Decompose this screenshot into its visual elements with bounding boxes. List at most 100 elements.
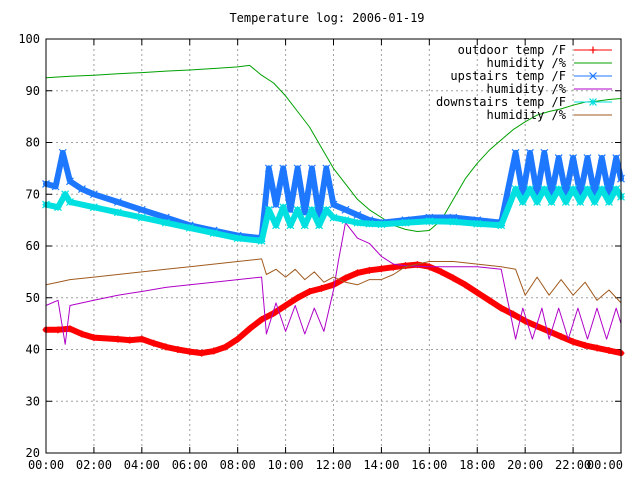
series-4-point-14: [279, 203, 288, 212]
series-line-5: [45, 258, 622, 304]
series-2-point-14: [272, 200, 280, 209]
series-2-point-23: [341, 205, 350, 214]
series-0-point-22: [318, 284, 326, 292]
series-0-point-15: [234, 335, 242, 343]
series-4-point-35: [540, 185, 549, 193]
series-2-point-6: [113, 198, 122, 206]
series-4-point-29: [473, 219, 482, 228]
series-2-point-36: [540, 148, 549, 157]
series-4-point-15: [286, 221, 295, 230]
series-0-point-35: [473, 289, 481, 297]
series-0-point-12: [198, 349, 206, 357]
series-0-point-9: [162, 343, 170, 351]
series-4-point-2: [61, 190, 70, 199]
series-2-point-3: [66, 177, 74, 186]
series-4-point-40: [576, 198, 585, 206]
series-2-point-40: [569, 154, 578, 162]
y-tick-label-7: 90: [26, 84, 40, 98]
y-tick-label-8: 100: [18, 32, 40, 46]
series-4-point-39: [569, 185, 578, 193]
series-0-point-33: [449, 274, 457, 282]
y-tick-label-2: 40: [26, 343, 40, 357]
legend-label-5: humidity /%: [487, 108, 567, 122]
series-4-point-31: [511, 185, 520, 193]
series-2-point-22: [329, 200, 338, 209]
series-line-3: [45, 222, 622, 345]
series-0-point-32: [437, 268, 445, 276]
legend-label-0: outdoor temp /F: [458, 43, 566, 57]
series-2-point-1: [51, 182, 60, 191]
series-2-point-38: [554, 154, 563, 162]
series-4-point-26: [401, 218, 410, 227]
series-4-point-10: [233, 234, 242, 243]
series-0-point-13: [210, 347, 218, 355]
series-4-point-22: [341, 216, 350, 225]
y-tick-label-5: 70: [26, 187, 40, 201]
series-4-point-20: [322, 205, 331, 214]
series-2-point-17: [293, 164, 302, 173]
series-2-point-13: [264, 164, 273, 173]
legend-label-1: humidity /%: [487, 56, 567, 70]
y-tick-label-1: 30: [26, 394, 40, 408]
series-4-point-30: [497, 221, 506, 230]
series-0-point-2: [66, 325, 74, 333]
series-0-point-28: [389, 263, 397, 271]
series-0-point-16: [246, 325, 254, 333]
series-2-point-32: [511, 148, 520, 157]
series-0-point-4: [90, 334, 98, 342]
x-tick-label-4: 08:00: [220, 458, 256, 472]
series-4-point-11: [257, 236, 266, 245]
series-0-point-39: [521, 317, 529, 325]
series-0-point-7: [138, 335, 146, 343]
series-0-point-3: [78, 330, 86, 338]
legend-label-3: humidity /%: [487, 82, 567, 96]
series-0-point-20: [294, 294, 302, 302]
series-1: [45, 64, 622, 232]
series-line-2: [43, 149, 624, 242]
series-2-point-15: [279, 164, 288, 173]
series-0-point-36: [485, 296, 493, 304]
series-0-point-19: [282, 302, 290, 310]
series-4-point-38: [561, 198, 570, 206]
y-tick-label-0: 20: [26, 446, 40, 460]
grid: [46, 39, 621, 453]
series-2-point-46: [612, 154, 621, 162]
x-tick-label-3: 06:00: [172, 458, 208, 472]
series-4-point-8: [185, 223, 194, 232]
series-4-point-19: [315, 221, 324, 230]
series-4-point-43: [597, 185, 606, 193]
series-4-point-9: [209, 229, 218, 237]
series-3: [45, 222, 622, 345]
series-4-point-36: [547, 198, 556, 206]
series-0-point-26: [365, 266, 373, 274]
series-0-point-1: [54, 326, 62, 334]
series-2-point-5: [89, 190, 98, 199]
series-4-point-12: [264, 205, 273, 214]
series-4-point-27: [425, 217, 434, 226]
series-0-point-5: [114, 335, 122, 343]
x-tick-label-9: 18:00: [459, 458, 495, 472]
y-tick-label-3: 50: [26, 291, 40, 305]
series-2-point-24: [353, 211, 362, 219]
series-0-point-34: [461, 281, 469, 289]
series-4-point-6: [137, 213, 146, 222]
axes: 20 30 40 50 60 70 80 90 100 00:00 02:00 04:00 06:00 0…: [18, 32, 623, 472]
series-2: [42, 148, 625, 243]
series-4-point-16: [293, 205, 302, 214]
series-4-point-37: [554, 185, 563, 193]
legend-marker-0: [589, 46, 597, 54]
series-4-point-7: [161, 218, 170, 227]
series-2-point-7: [137, 205, 146, 214]
series-2-point-21: [322, 164, 331, 173]
x-tick-label-6: 12:00: [315, 458, 351, 472]
series-2-point-34: [526, 148, 534, 157]
series-4-point-4: [89, 203, 98, 212]
series-0-point-37: [497, 304, 505, 312]
x-tick-label-1: 02:00: [76, 458, 112, 472]
chart-title: Temperature log: 2006-01-19: [229, 11, 424, 25]
legend-marker-2: [589, 72, 597, 80]
series-4-point-45: [612, 185, 621, 193]
plot-frame: [45, 38, 622, 454]
x-tick-label-10: 20:00: [507, 458, 543, 472]
